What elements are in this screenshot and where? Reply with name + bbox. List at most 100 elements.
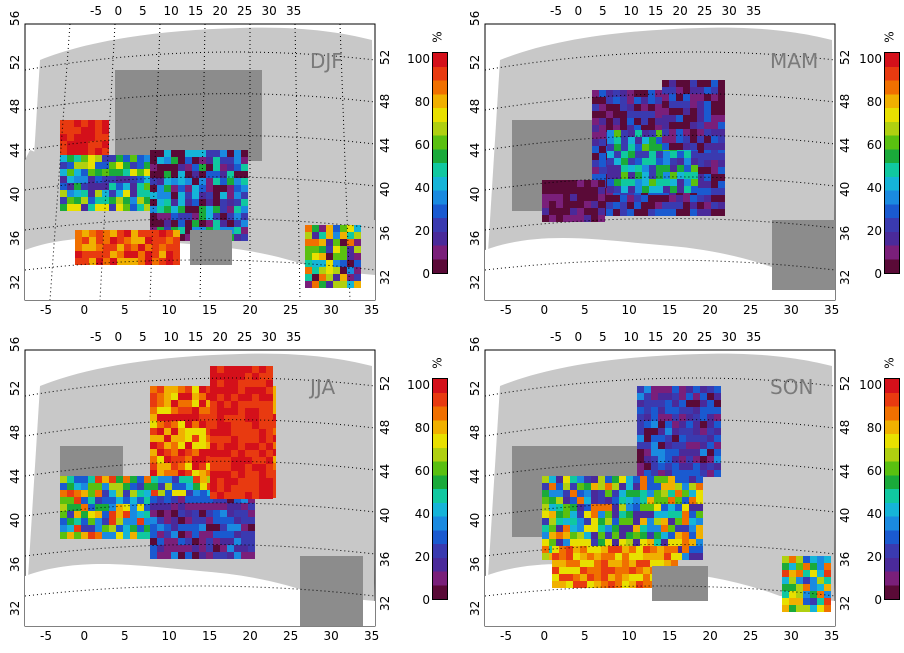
grid-cell [803,605,810,612]
lon-tick-top: 10 [163,330,179,344]
grid-cell [800,276,807,283]
grid-cell [171,393,178,400]
grid-cell [335,577,342,584]
grid-cell [577,532,584,539]
grid-cell [122,126,129,133]
grid-cell [150,393,157,400]
lat-tick-left: 48 [8,424,22,440]
grid-cell [563,483,570,490]
grid-cell [807,241,814,248]
grid-cell [772,269,779,276]
grid-cell [772,227,779,234]
grid-cell [157,126,164,133]
grid-cell [67,190,74,197]
grid-cell [610,446,617,453]
grid-cell [584,215,591,222]
grid-cell [696,511,703,518]
grid-cell [617,446,624,453]
grid-cell [109,497,116,504]
lat-tick-left: 52 [8,54,22,70]
grid-cell [129,98,136,105]
grid-cell [150,496,157,503]
grid-cell [563,187,570,194]
grid-cell [599,139,606,146]
grid-cell [587,567,594,574]
grid-cell [192,510,199,517]
grid-cell [116,525,123,532]
grid-cell [204,258,211,265]
grid-cell [582,460,589,467]
grid-cell [651,442,658,449]
grid-cell [547,176,554,183]
grid-cell [718,94,725,101]
grid-cell [644,421,651,428]
grid-cell [354,232,361,239]
grid-cell [512,162,519,169]
grid-cell [157,150,164,157]
colorbar-tick: 60 [866,464,882,478]
grid-cell [547,120,554,127]
grid-cell [159,251,166,258]
grid-cell [340,281,347,288]
grid-cell [159,244,166,251]
grid-cell [594,560,601,567]
grid-cell [171,496,178,503]
grid-cell [192,199,199,206]
grid-cell [199,545,206,552]
grid-cell [245,492,252,499]
grid-cell [81,518,88,525]
grid-cell [627,97,634,104]
grid-cell [663,179,670,186]
grid-cell [199,524,206,531]
grid-cell [81,504,88,511]
grid-cell [547,169,554,176]
grid-cell [683,101,690,108]
grid-cell [130,518,137,525]
grid-cell [563,497,570,504]
grid-cell [697,143,704,150]
grid-cell [817,605,824,612]
grid-cell [157,119,164,126]
grid-cell [241,199,248,206]
grid-cell [74,453,81,460]
grid-cell [248,503,255,510]
grid-cell [74,504,81,511]
grid-cell [686,456,693,463]
grid-cell [606,104,613,111]
grid-cell [171,178,178,185]
grid-cell [554,148,561,155]
grid-cell [599,104,606,111]
grid-cell [793,269,800,276]
grid-cell [828,255,835,262]
grid-cell [164,91,171,98]
grid-cell [519,460,526,467]
grid-cell [347,267,354,274]
grid-cell [131,230,138,237]
grid-cell [248,77,255,84]
grid-cell [116,476,123,483]
grid-cell [628,165,635,172]
grid-cell [714,414,721,421]
lon-tick-top: 20 [672,330,688,344]
grid-cell [199,112,206,119]
grid-cell [220,510,227,517]
grid-cell [700,449,707,456]
grid-cell [577,201,584,208]
grid-cell [659,573,666,580]
grid-cell [192,185,199,192]
grid-cell [241,157,248,164]
grid-cell [67,141,74,148]
grid-cell [81,155,88,162]
grid-cell [671,553,678,560]
grid-cell [782,598,789,605]
grid-cell [592,160,599,167]
grid-cell [592,174,599,181]
grid-cell [234,84,241,91]
grid-cell [598,511,605,518]
lat-tick-right: 40 [378,507,392,523]
grid-cell [206,442,213,449]
grid-cell [102,483,109,490]
grid-cell [668,539,675,546]
grid-cell [89,244,96,251]
grid-cell [675,518,682,525]
